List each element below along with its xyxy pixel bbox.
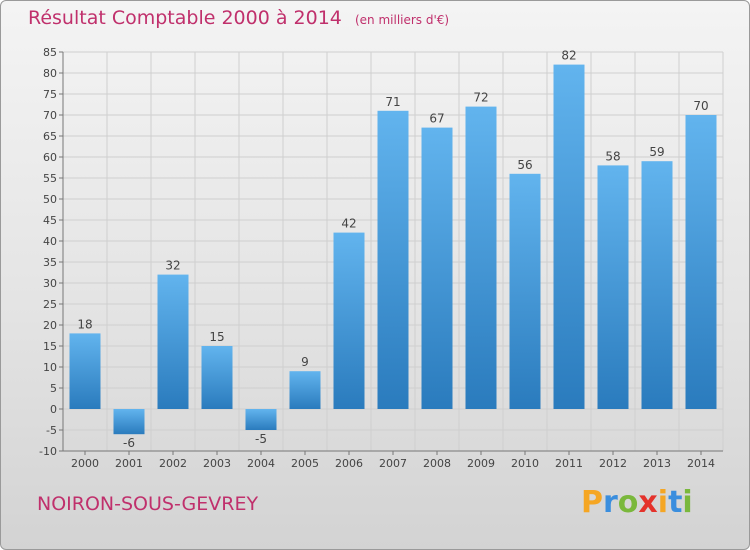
x-tick-label: 2004 <box>247 457 275 470</box>
x-tick-label: 2005 <box>291 457 319 470</box>
bar-2008 <box>421 127 453 409</box>
y-tick-label: 45 <box>43 214 57 227</box>
bar-2001 <box>113 409 145 435</box>
commune-name: NOIRON-SOUS-GEVREY <box>37 493 259 515</box>
y-tick-label: 20 <box>43 319 57 332</box>
data-label-2002: 32 <box>165 259 180 273</box>
x-tick-label: 2002 <box>159 457 187 470</box>
bar-2011 <box>553 64 585 409</box>
x-tick-label: 2009 <box>467 457 495 470</box>
bar-2010 <box>509 173 541 409</box>
brand-letter: x <box>638 485 658 520</box>
unit-text: (en milliers d'€) <box>354 13 450 27</box>
y-tick-label: 35 <box>43 256 57 269</box>
x-tick-label: 2011 <box>555 457 583 470</box>
data-label-2004: -5 <box>255 432 267 446</box>
brand-letter: i <box>682 485 693 520</box>
data-label-2006: 42 <box>341 217 356 231</box>
data-label-2003: 15 <box>209 330 224 344</box>
brand-letter: i <box>657 485 669 520</box>
y-tick-label: 15 <box>43 340 57 353</box>
x-tick-label: 2008 <box>423 457 451 470</box>
bar-2006 <box>333 232 365 409</box>
y-tick-label: 40 <box>43 235 57 248</box>
data-label-2005: 9 <box>301 355 309 369</box>
y-tick-label: 60 <box>43 151 57 164</box>
y-tick-label: 55 <box>43 172 57 185</box>
title-text: Résultat Comptable 2000 à 2014 <box>28 7 342 29</box>
data-label-2014: 70 <box>693 99 708 113</box>
x-tick-label: 2007 <box>379 457 407 470</box>
x-tick-label: 2001 <box>115 457 143 470</box>
data-label-2007: 71 <box>385 95 400 109</box>
data-label-2008: 67 <box>429 112 444 126</box>
y-tick-label: 70 <box>43 109 57 122</box>
bar-2004 <box>245 409 277 430</box>
proxiti-logo: Proxiti <box>581 485 693 520</box>
x-tick-label: 2000 <box>71 457 99 470</box>
y-tick-label: 10 <box>43 361 57 374</box>
bar-2012 <box>597 165 629 409</box>
y-tick-label: -10 <box>39 445 57 458</box>
bar-2002 <box>157 274 189 409</box>
brand-letter: t <box>668 485 683 520</box>
data-label-2013: 59 <box>649 145 664 159</box>
y-tick-label: 85 <box>43 46 57 59</box>
data-label-2011: 82 <box>561 49 576 63</box>
bar-layer <box>69 64 717 435</box>
data-label-2000: 18 <box>77 317 92 331</box>
chart-title: Résultat Comptable 2000 à 2014 (en milli… <box>28 7 449 29</box>
x-tick-label: 2006 <box>335 457 363 470</box>
bar-2007 <box>377 110 409 410</box>
x-tick-label: 2014 <box>687 457 715 470</box>
y-tick-label: 75 <box>43 88 57 101</box>
bar-2000 <box>69 333 101 409</box>
y-tick-label: 65 <box>43 130 57 143</box>
axis-layer: -10 -5 0 5 10 15 20 25 30 35 40 45 50 55 60 65 70 75 80 85 2… <box>39 46 723 470</box>
data-label-2001: -6 <box>123 436 135 450</box>
y-tick-label: 5 <box>50 382 57 395</box>
y-tick-label: -5 <box>46 424 57 437</box>
bar-2013 <box>641 161 673 409</box>
x-tick-label: 2003 <box>203 457 231 470</box>
y-tick-label: 80 <box>43 67 57 80</box>
y-tick-label: 50 <box>43 193 57 206</box>
brand-letter: P <box>581 485 603 520</box>
y-tick-label: 0 <box>50 403 57 416</box>
x-tick-label: 2012 <box>599 457 627 470</box>
x-tick-label: 2013 <box>643 457 671 470</box>
brand-letter: o <box>617 485 639 520</box>
data-label-2010: 56 <box>517 158 532 172</box>
x-tick-label: 2010 <box>511 457 539 470</box>
bar-2005 <box>289 371 321 409</box>
brand-letter: r <box>603 485 618 520</box>
y-tick-label: 30 <box>43 277 57 290</box>
data-label-2012: 58 <box>605 149 620 163</box>
bar-2014 <box>685 115 717 409</box>
label-layer: 18 -6 32 15 -5 9 42 71 67 72 56 82 58 59 70 <box>77 49 708 451</box>
y-tick-label: 25 <box>43 298 57 311</box>
data-label-2009: 72 <box>473 91 488 105</box>
bar-2009 <box>465 106 497 409</box>
bar-2003 <box>201 346 233 409</box>
